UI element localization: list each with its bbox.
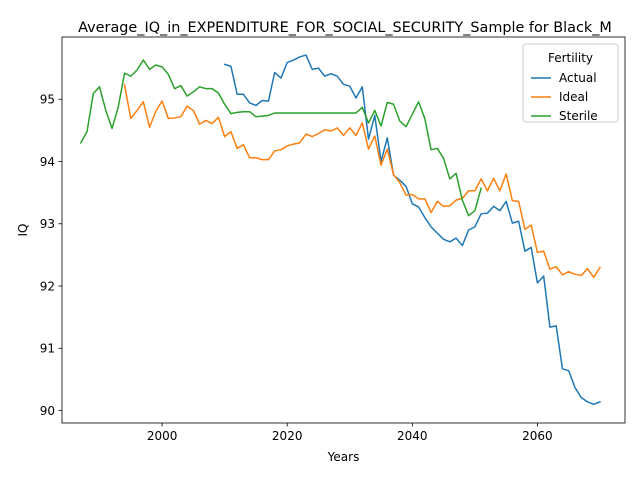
x-tick-label: 2060	[522, 429, 553, 443]
y-axis-label: IQ	[16, 224, 30, 237]
x-axis: 2000 2020 2040 2060	[147, 423, 553, 443]
x-tick-label: 2020	[272, 429, 303, 443]
y-tick-label: 95	[40, 93, 55, 107]
x-axis-label: Years	[327, 450, 360, 464]
legend-entry-ideal: Ideal	[559, 90, 588, 104]
series-line-actual	[223, 54, 601, 406]
y-tick-label: 91	[40, 342, 55, 356]
y-axis: 90 91 92 93 94 95	[40, 93, 62, 418]
plot-frame	[61, 36, 626, 424]
y-tick-label: 92	[40, 279, 55, 293]
series-line-ideal	[123, 84, 602, 279]
series-line-sterile	[79, 59, 483, 217]
y-tick-label: 94	[40, 155, 55, 169]
y-tick-label: 93	[40, 217, 55, 231]
x-tick-label: 2000	[147, 429, 178, 443]
legend-entry-sterile: Sterile	[559, 109, 598, 123]
legend-title: Fertility	[548, 51, 593, 65]
plot-area	[79, 54, 602, 406]
legend: Fertility Actual Ideal Sterile	[522, 43, 619, 123]
x-tick-label: 2040	[397, 429, 428, 443]
y-tick-label: 90	[40, 404, 55, 418]
legend-entry-actual: Actual	[559, 71, 597, 85]
chart-title: Average_IQ_in_EXPENDITURE_FOR_SOCIAL_SEC…	[78, 20, 612, 36]
legend-box	[522, 43, 619, 123]
